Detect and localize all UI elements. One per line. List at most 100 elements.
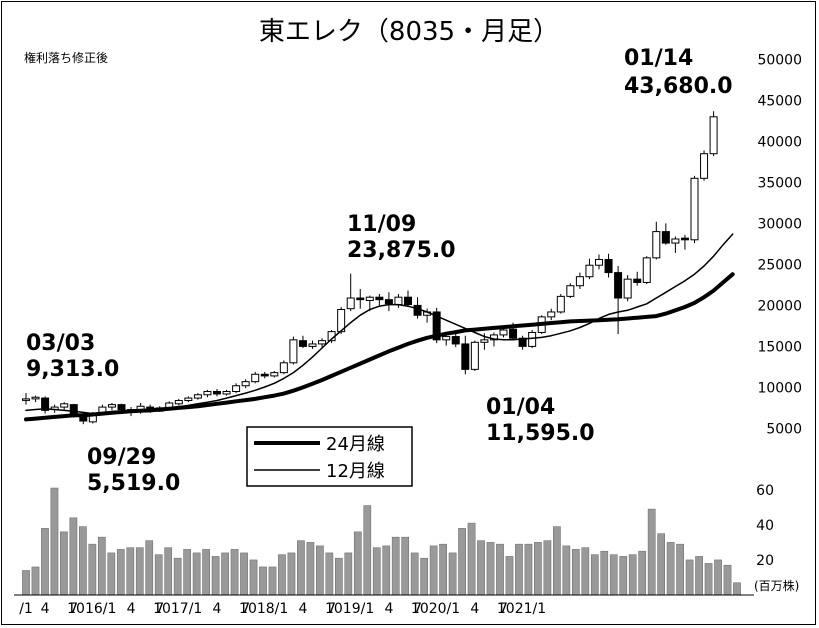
- time-tick-label: 7: [413, 601, 422, 617]
- price-tick-label: 5000: [766, 421, 802, 437]
- volume-bar: [372, 547, 381, 596]
- volume-bar: [316, 545, 324, 596]
- time-tick-label: 7: [69, 601, 78, 617]
- price-tick-label: 15000: [757, 339, 802, 355]
- volume-bar: [609, 554, 618, 596]
- candle: [623, 275, 632, 302]
- candle-body: [690, 177, 699, 241]
- time-tick-label: 7: [327, 601, 336, 617]
- candle-body: [308, 343, 317, 347]
- candle-body: [604, 258, 613, 274]
- candle-body: [346, 297, 355, 310]
- volume-bar: [249, 559, 258, 596]
- volume-bar: [439, 543, 447, 596]
- time-tick-label: 7: [241, 601, 250, 617]
- candle-body: [709, 116, 718, 155]
- candle-body: [222, 391, 231, 395]
- volume-bar: [183, 549, 192, 596]
- candle-body: [575, 276, 584, 287]
- legend-label-12: 12月線: [326, 461, 385, 482]
- candle: [700, 150, 709, 181]
- candles-layer: [22, 111, 718, 425]
- candle: [595, 254, 603, 270]
- volume-bar: [50, 487, 59, 596]
- candle: [518, 335, 527, 350]
- volume-bar: [22, 570, 30, 596]
- volume-bar: [571, 549, 580, 596]
- candle-body: [60, 403, 69, 408]
- candle: [270, 371, 279, 378]
- candle-body: [41, 397, 50, 411]
- time-tick-label: 7: [499, 601, 508, 617]
- candle-body: [193, 394, 202, 399]
- candle-body: [356, 297, 365, 301]
- volume-bar: [410, 552, 419, 596]
- volume-bar: [164, 547, 173, 596]
- candle: [661, 223, 670, 245]
- volume-bar: [695, 556, 703, 596]
- candle-body: [241, 381, 250, 387]
- candle-body: [432, 311, 441, 341]
- candle-body: [203, 391, 212, 396]
- candle-body: [289, 339, 298, 364]
- volume-bar: [505, 556, 514, 596]
- annotation-date: 01/14: [624, 46, 693, 71]
- candle: [451, 332, 460, 348]
- annotation-price: 43,680.0: [624, 74, 733, 99]
- candle: [642, 256, 651, 285]
- candle-body: [480, 339, 489, 343]
- candle-body: [384, 299, 393, 305]
- volume-bar: [325, 552, 334, 596]
- volume-bar: [429, 545, 438, 596]
- volume-bar: [145, 540, 154, 596]
- volume-tick-label: 40: [756, 518, 774, 534]
- volume-bar: [126, 547, 135, 596]
- candle: [203, 389, 212, 398]
- candle: [375, 293, 384, 306]
- price-tick-label: 35000: [757, 175, 802, 191]
- time-tick-label: 1020/1: [411, 601, 460, 617]
- candle-body: [595, 258, 603, 266]
- candle-body: [671, 238, 680, 244]
- candle: [107, 402, 116, 411]
- candle: [461, 335, 470, 375]
- candle: [31, 395, 40, 403]
- annotation-date: 03/03: [26, 331, 95, 356]
- volume-bar: [41, 528, 49, 596]
- volume-bar: [268, 566, 277, 596]
- volume-bar: [31, 566, 40, 596]
- candle: [671, 236, 680, 253]
- volume-bar: [477, 540, 485, 596]
- volume-bar: [723, 564, 732, 596]
- volume-bar: [638, 550, 647, 596]
- time-tick-label: 1017/1: [153, 601, 202, 617]
- volume-bar: [543, 540, 552, 596]
- time-tick-label: 1018/1: [239, 601, 288, 617]
- candle-body: [614, 272, 623, 299]
- time-tick-label: 1019/1: [325, 601, 374, 617]
- volume-bar: [116, 549, 125, 596]
- volume-bar: [60, 531, 68, 596]
- time-tick-label: 7: [155, 601, 164, 617]
- volume-bar: [448, 552, 457, 596]
- volume-axis-ticks: 20 40 60: [756, 483, 774, 569]
- volume-bar: [306, 542, 315, 596]
- volume-bar: [647, 508, 656, 596]
- time-tick-label: /1: [19, 601, 33, 617]
- legend-label-24: 24月線: [326, 434, 385, 455]
- candle: [222, 389, 231, 396]
- volume-bar: [79, 526, 87, 596]
- candle-body: [31, 396, 40, 400]
- candle-body: [442, 336, 451, 341]
- annotation-date: 09/29: [87, 445, 156, 470]
- candle: [251, 371, 260, 384]
- volume-bar: [496, 543, 504, 596]
- candle-body: [652, 231, 661, 259]
- candle-body: [470, 341, 479, 370]
- price-tick-label: 20000: [757, 298, 802, 314]
- volume-bar: [467, 522, 476, 596]
- volume-bar: [657, 533, 666, 596]
- time-tick-label: 4: [213, 601, 222, 617]
- candle-body: [251, 373, 260, 383]
- volume-bar: [363, 505, 372, 596]
